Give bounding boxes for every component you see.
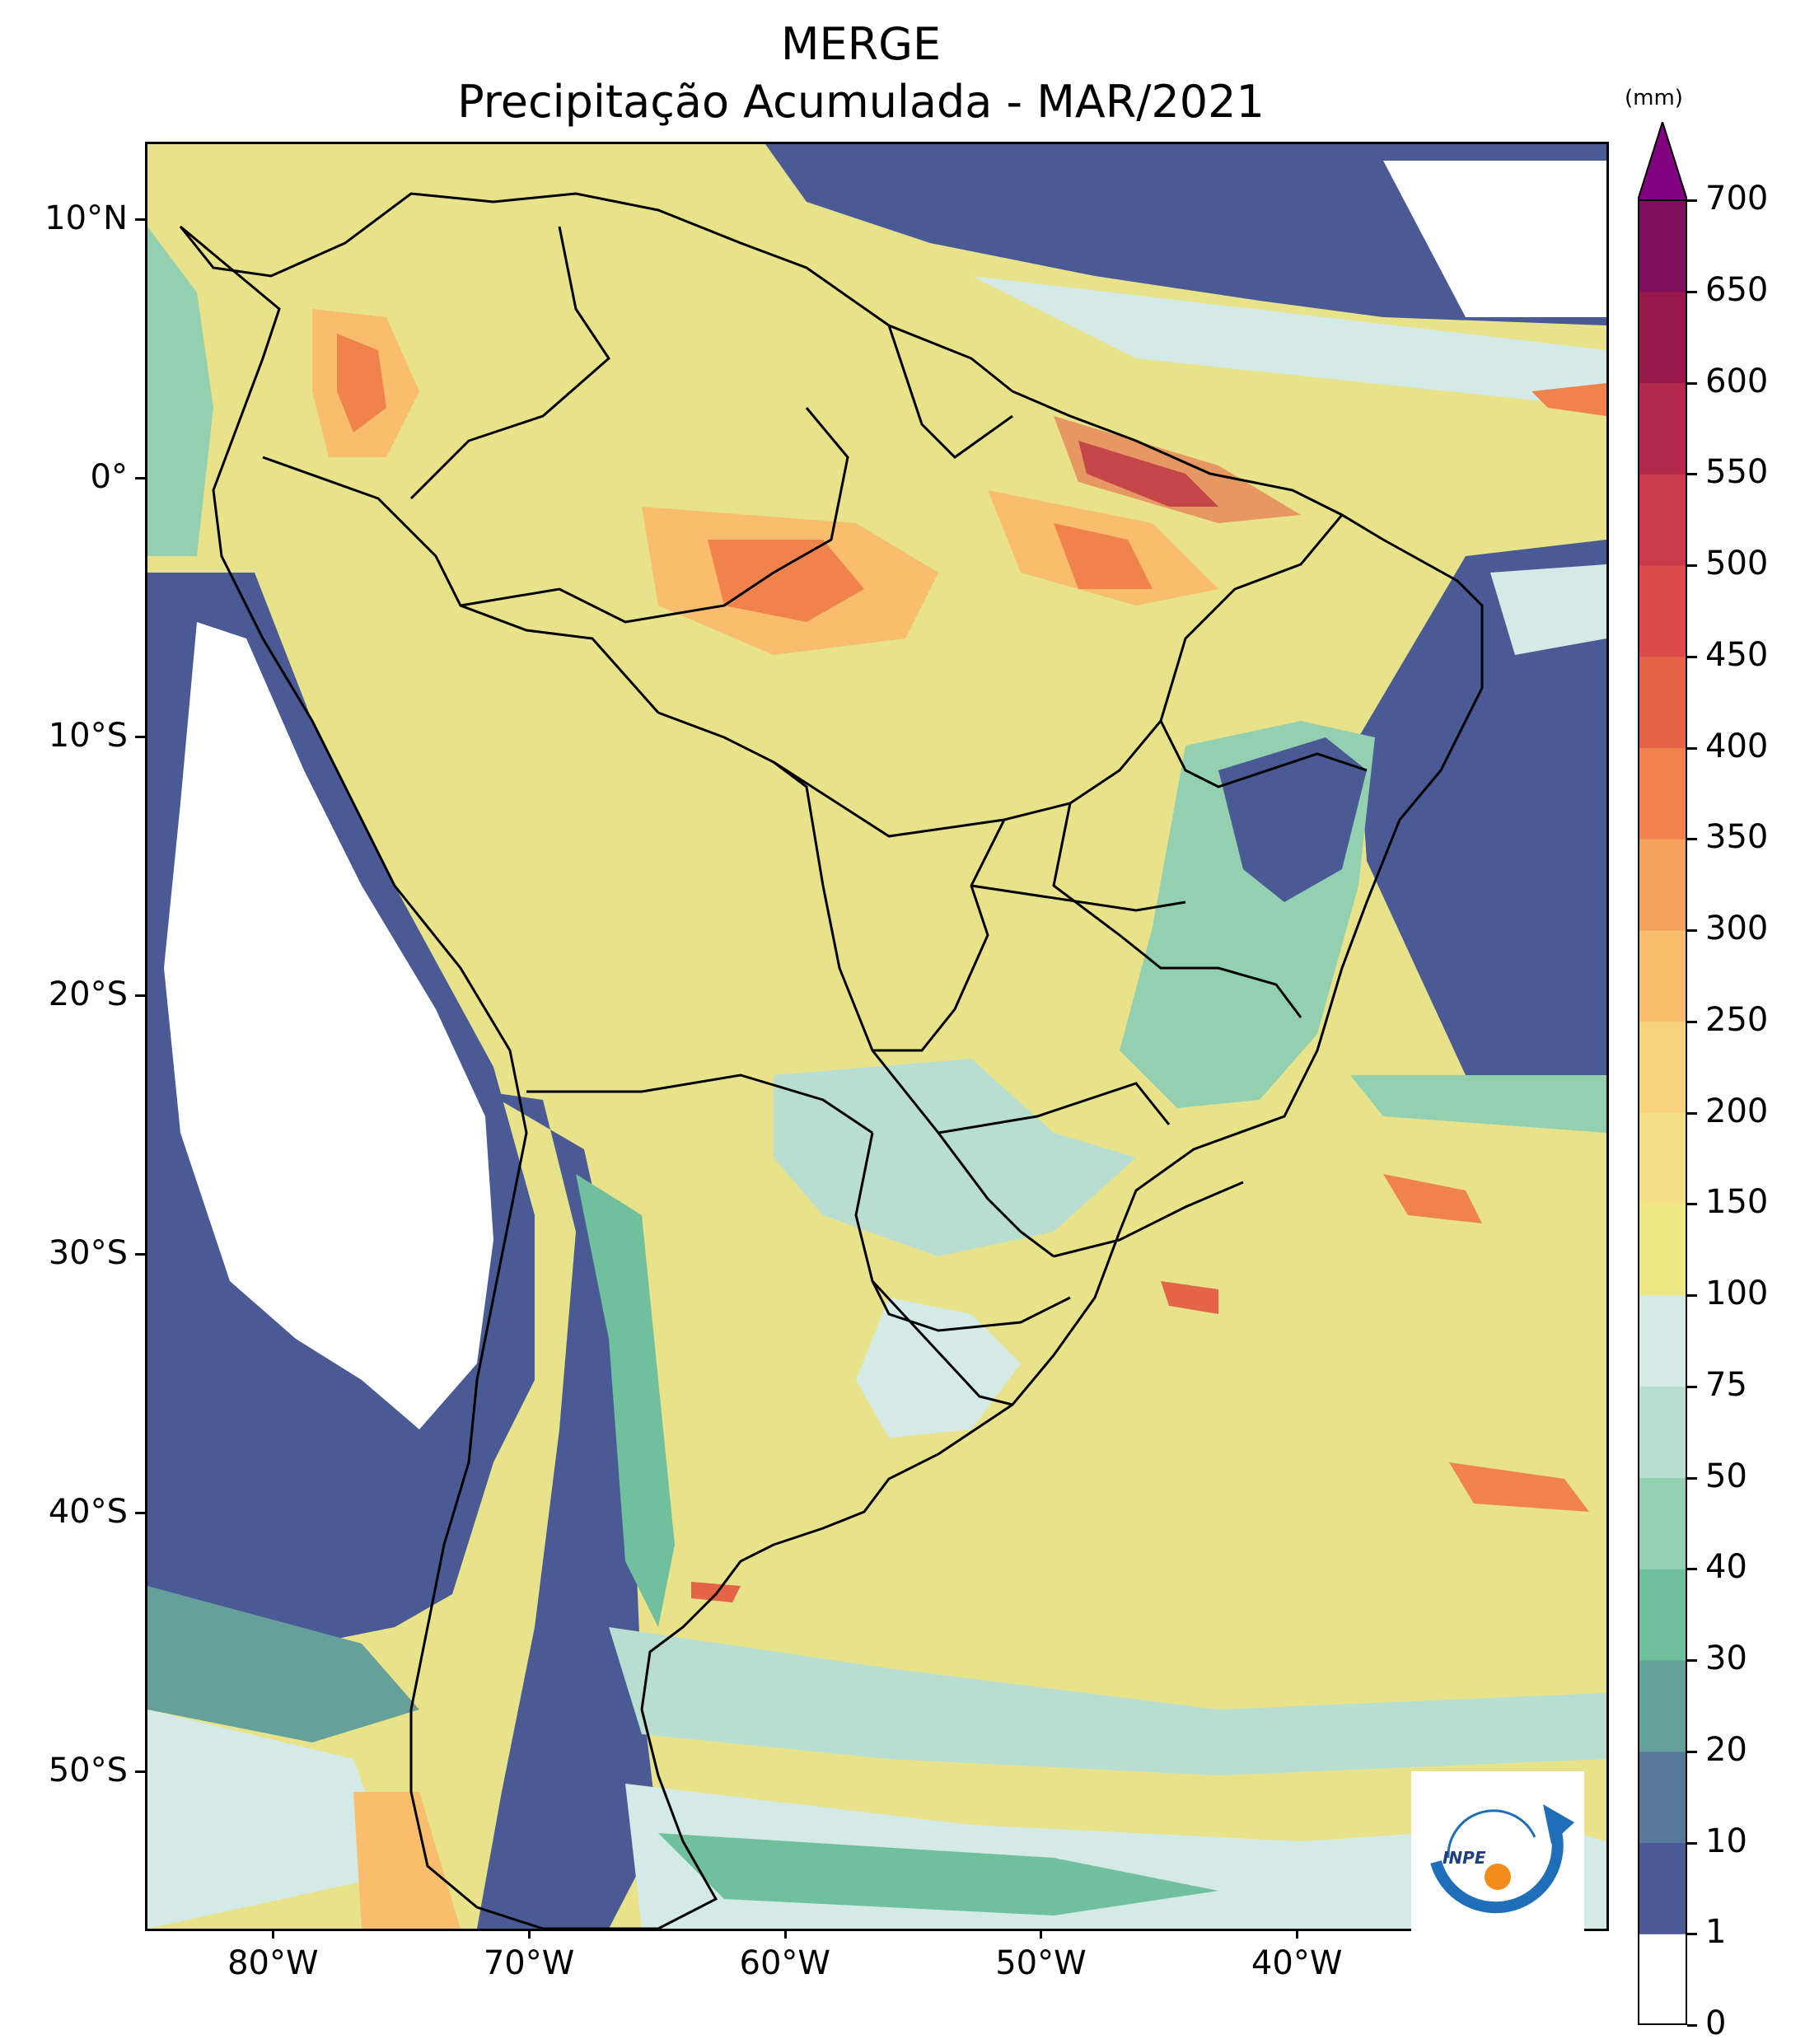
colorbar-tick-label: 40 — [1705, 1548, 1747, 1587]
colorbar-tick-mark — [1687, 2024, 1697, 2027]
precipitation-field — [147, 144, 1606, 1929]
colorbar-segment — [1638, 291, 1687, 383]
colorbar-tick-label: 400 — [1705, 727, 1769, 765]
lon-tick-mark — [528, 1929, 531, 1939]
lat-tick-mark — [135, 218, 145, 222]
lon-tick-mark — [783, 1929, 787, 1939]
colorbar-border — [1638, 199, 1687, 2025]
colorbar-segment — [1638, 1204, 1687, 1296]
colorbar-segment — [1638, 382, 1687, 475]
colorbar-tick-mark — [1687, 1568, 1697, 1571]
colorbar-segment — [1638, 1751, 1687, 1843]
precipitation-map — [145, 142, 1609, 1931]
colorbar-tick-mark — [1687, 290, 1697, 293]
lat-tick-mark — [135, 994, 145, 997]
colorbar-tick-label: 20 — [1705, 1730, 1747, 1769]
lat-tick-label: 40°S — [48, 1492, 128, 1531]
colorbar-segment — [1638, 930, 1687, 1022]
coastlines — [179, 192, 1484, 1929]
map-subtitle: Precipitação Acumulada - MAR/2021 — [457, 76, 1265, 128]
colorbar-tick-label: 600 — [1705, 362, 1769, 400]
lat-tick-mark — [135, 1511, 145, 1514]
colorbar-tick-label: 150 — [1705, 1183, 1769, 1222]
colorbar-tick-label: 30 — [1705, 1639, 1747, 1677]
colorbar-segment — [1638, 565, 1687, 657]
colorbar-tick-label: 350 — [1705, 818, 1769, 857]
colorbar-tick-label: 0 — [1705, 2004, 1727, 2042]
colorbar-tick-mark — [1687, 746, 1697, 750]
colorbar — [1638, 122, 1687, 2025]
colorbar-tick-mark — [1687, 1476, 1697, 1480]
logo-text: INPE — [1443, 1848, 1486, 1868]
colorbar-segment — [1638, 200, 1687, 292]
colorbar-tick-mark — [1687, 473, 1697, 476]
colorbar-tick-mark — [1687, 1294, 1697, 1297]
colorbar-segment — [1638, 1934, 1687, 2025]
colorbar-tick-mark — [1687, 381, 1697, 385]
lat-tick-mark — [135, 477, 145, 480]
inpe-logo-icon: INPE — [1430, 1804, 1574, 1914]
colorbar-tick-mark — [1687, 1203, 1697, 1206]
colorbar-tick-label: 1 — [1705, 1913, 1727, 1952]
colorbar-tick-mark — [1687, 655, 1697, 658]
colorbar-tick-label: 300 — [1705, 910, 1769, 947]
colorbar-tick-label: 250 — [1705, 1000, 1769, 1039]
colorbar-tick-label: 500 — [1705, 545, 1769, 582]
lon-tick-mark — [272, 1929, 275, 1939]
colorbar-segment — [1638, 1295, 1687, 1387]
colorbar-tick-mark — [1687, 564, 1697, 567]
colorbar-segment — [1638, 747, 1687, 840]
colorbar-tick-mark — [1687, 1659, 1697, 1662]
colorbar-tick-label: 50 — [1705, 1457, 1747, 1495]
colorbar-tick-label: 100 — [1705, 1275, 1769, 1312]
colorbar-tick-mark — [1687, 1020, 1697, 1023]
colorbar-tick-label: 650 — [1705, 270, 1769, 309]
lat-tick-label: 20°S — [48, 975, 128, 1013]
lat-tick-label: 30°S — [48, 1233, 128, 1272]
colorbar-tick-label: 450 — [1705, 635, 1769, 674]
lat-tick-mark — [135, 1770, 145, 1773]
lat-tick-mark — [135, 1252, 145, 1256]
colorbar-tick-label: 700 — [1705, 180, 1769, 217]
map-canvas — [147, 144, 1606, 1929]
inpe-logo: INPE — [1411, 1771, 1584, 1944]
colorbar-segment — [1638, 474, 1687, 566]
lat-tick-label: 0° — [90, 458, 128, 497]
colorbar-extend-arrow — [1638, 122, 1687, 201]
colorbar-tick-mark — [1687, 199, 1697, 202]
lat-tick-label: 10°S — [48, 717, 128, 755]
colorbar-tick-mark — [1687, 1385, 1697, 1388]
colorbar-tick-mark — [1687, 1750, 1697, 1753]
colorbar-segment — [1638, 1112, 1687, 1204]
lon-tick-label: 80°W — [227, 1944, 319, 1982]
colorbar-segment — [1638, 1386, 1687, 1478]
lon-tick-label: 70°W — [483, 1944, 575, 1982]
colorbar-tick-label: 200 — [1705, 1092, 1769, 1130]
colorbar-tick-mark — [1687, 1933, 1697, 1936]
lon-tick-label: 40°W — [1251, 1944, 1343, 1982]
colorbar-tick-label: 75 — [1705, 1365, 1747, 1404]
lat-tick-label: 50°S — [48, 1751, 128, 1789]
colorbar-tick-label: 10 — [1705, 1822, 1747, 1860]
colorbar-segment — [1638, 1477, 1687, 1569]
lat-tick-label: 10°N — [44, 199, 128, 238]
colorbar-tick-mark — [1687, 1111, 1697, 1115]
lon-tick-mark — [1040, 1929, 1043, 1939]
colorbar-segment — [1638, 1021, 1687, 1113]
colorbar-tick-mark — [1687, 1841, 1697, 1845]
lat-tick-mark — [135, 736, 145, 738]
colorbar-segment — [1638, 1569, 1687, 1661]
lon-tick-label: 50°W — [995, 1944, 1087, 1982]
colorbar-tick-label: 550 — [1705, 453, 1769, 492]
colorbar-tick-mark — [1687, 838, 1697, 841]
lon-tick-mark — [1296, 1929, 1299, 1939]
colorbar-segment — [1638, 1660, 1687, 1752]
map-title: MERGE — [780, 18, 942, 70]
colorbar-segment — [1638, 656, 1687, 748]
colorbar-tick-mark — [1687, 929, 1697, 932]
colorbar-segment — [1638, 1842, 1687, 1934]
colorbar-unit: (mm) — [1625, 86, 1683, 110]
colorbar-segment — [1638, 839, 1687, 931]
lon-tick-label: 60°W — [739, 1944, 830, 1982]
